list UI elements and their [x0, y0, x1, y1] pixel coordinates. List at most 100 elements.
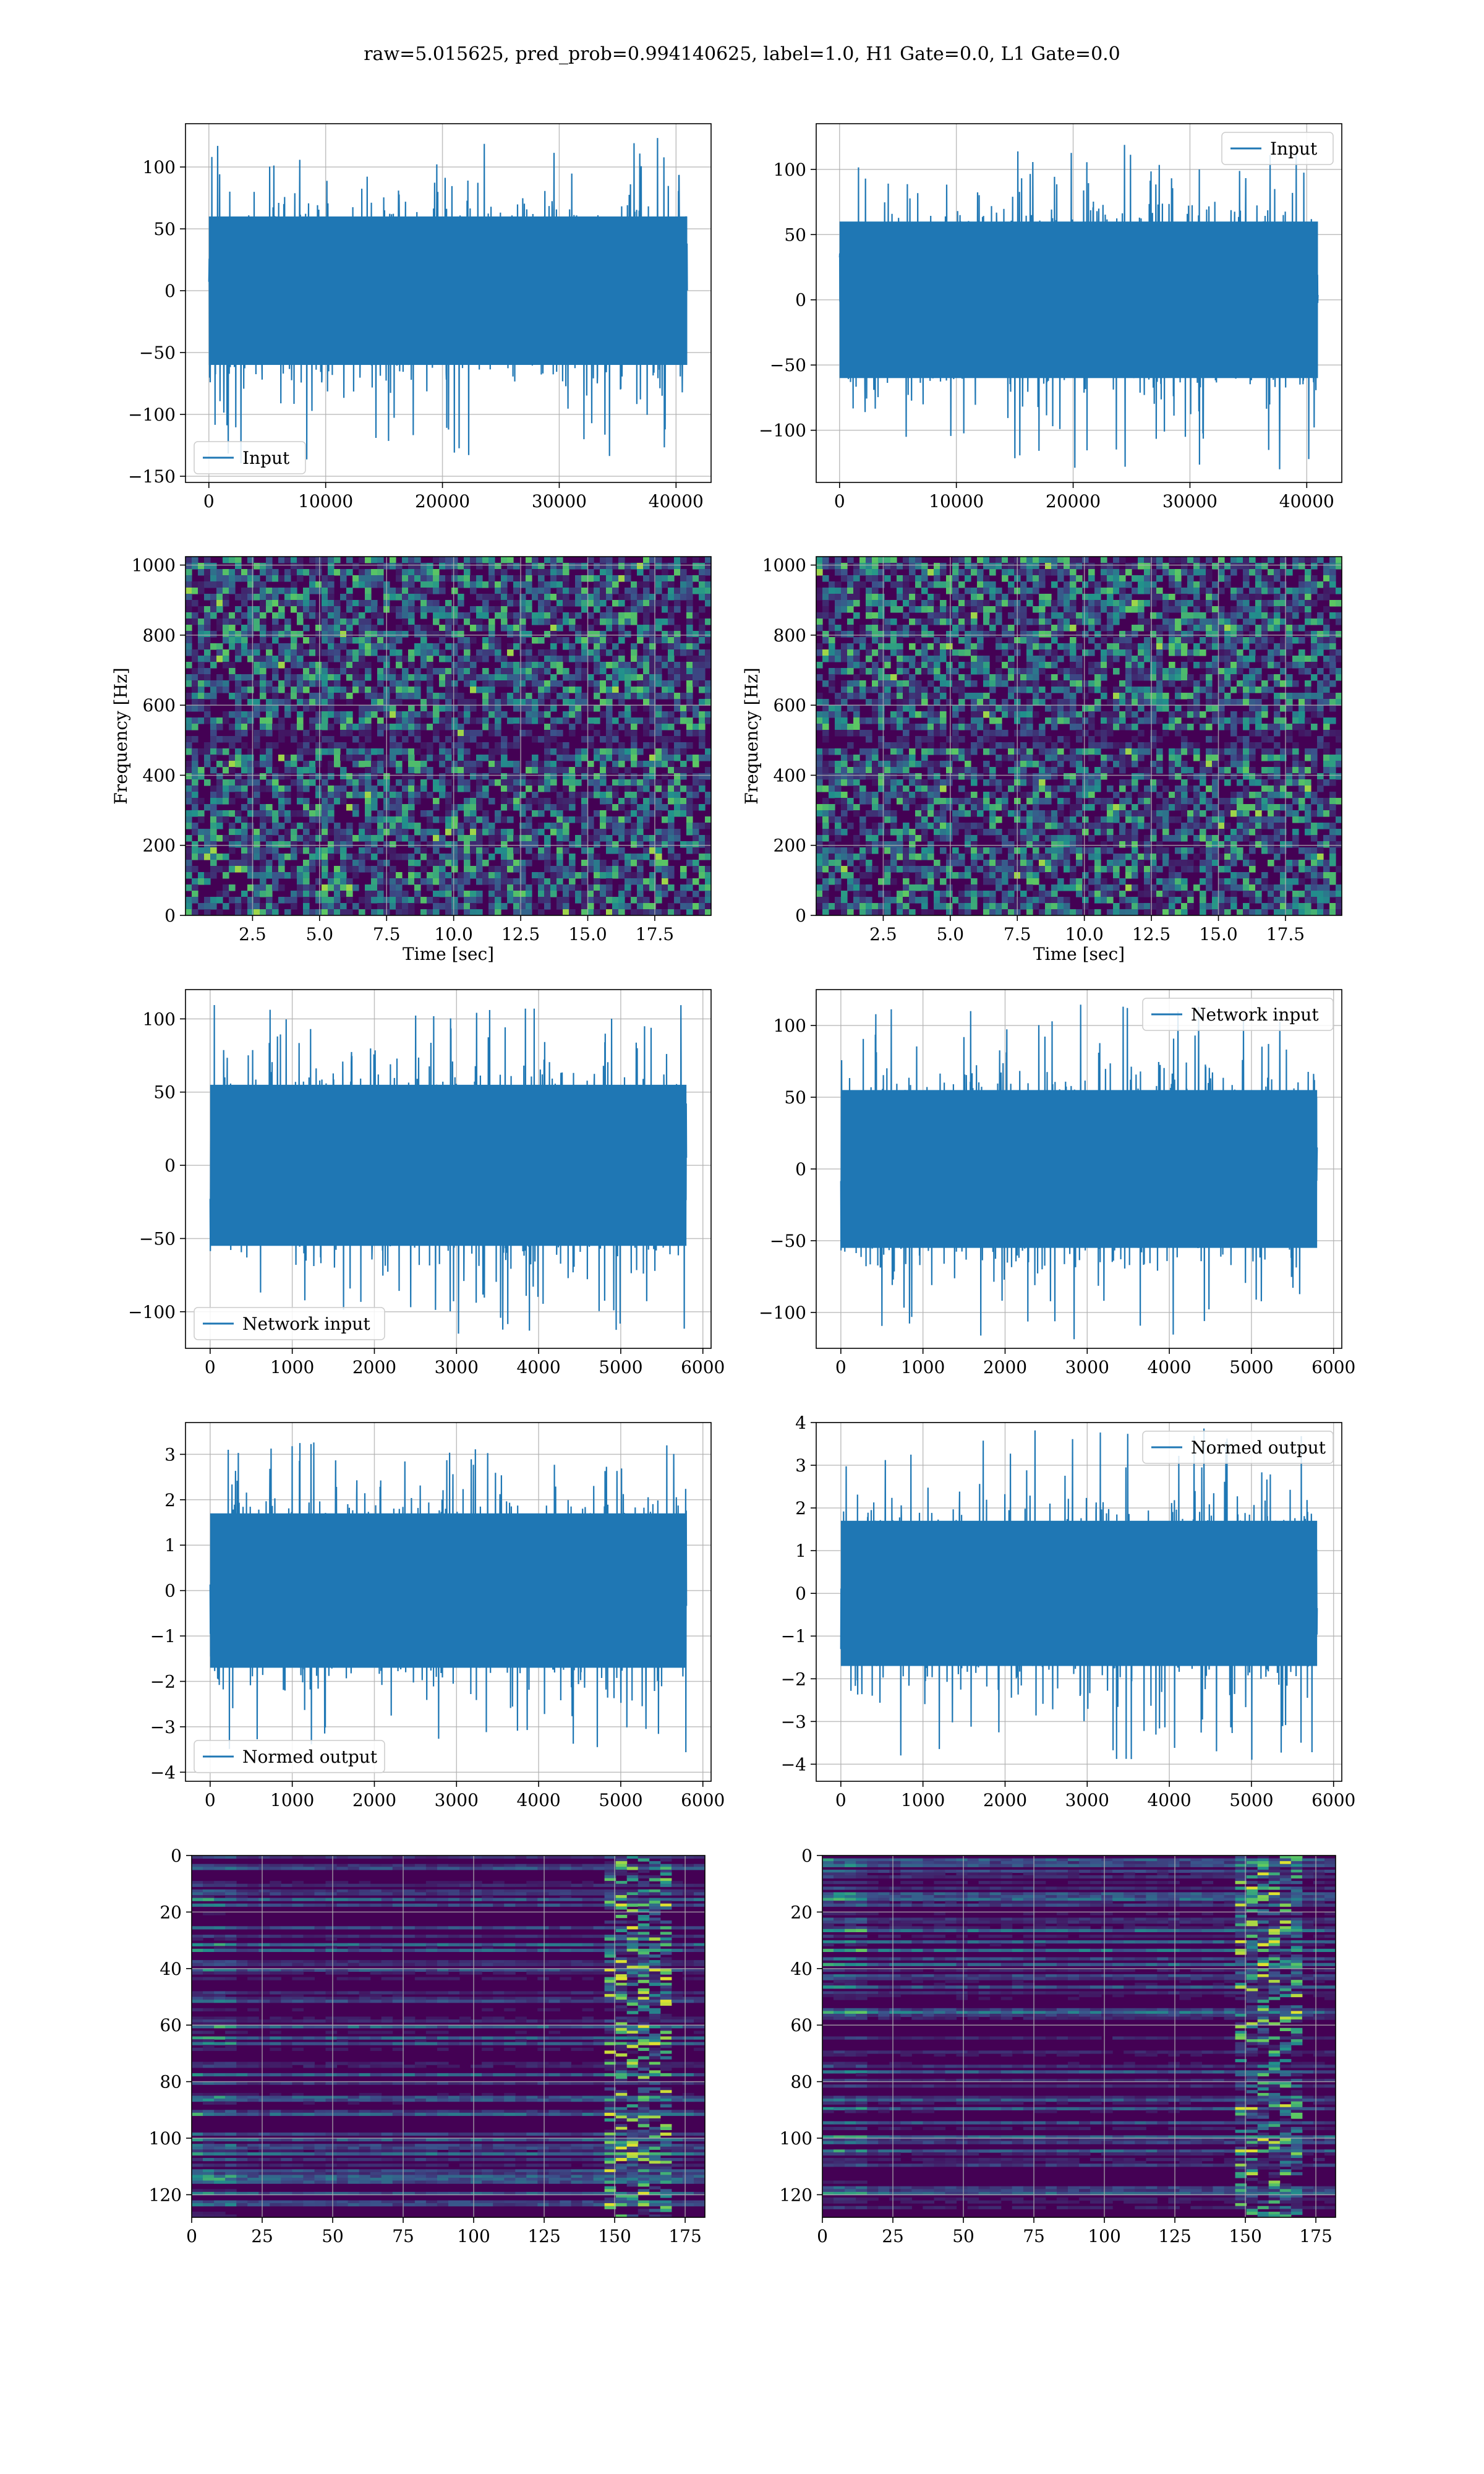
- heatmap-cell: [878, 693, 885, 700]
- heatmap-cell: [872, 575, 879, 582]
- heatmap-cell: [284, 841, 291, 848]
- heatmap-cell: [872, 594, 879, 601]
- x-tick-label: 15.0: [568, 924, 607, 944]
- heatmap-cell: [495, 724, 501, 730]
- heatmap-cell: [445, 699, 452, 706]
- heatmap-cell: [977, 557, 984, 563]
- heatmap-cell: [890, 631, 897, 638]
- heatmap-cell: [297, 569, 304, 576]
- heatmap-cell: [594, 618, 600, 625]
- heatmap-cell: [414, 606, 421, 613]
- heatmap-cell: [1292, 656, 1299, 662]
- heatmap-cell: [223, 785, 229, 792]
- heatmap-cell: [1088, 649, 1095, 656]
- heatmap-cell: [662, 575, 668, 582]
- heatmap-cell: [420, 724, 427, 730]
- heatmap-cell: [309, 804, 316, 811]
- heatmap-cell: [186, 575, 192, 582]
- heatmap-cell: [983, 557, 990, 563]
- heatmap-cell: [433, 730, 440, 737]
- heatmap-cell: [977, 594, 984, 601]
- heatmap-cell: [631, 798, 638, 805]
- heatmap-cell: [643, 618, 650, 625]
- heatmap-cell: [1033, 637, 1039, 644]
- heatmap-cell: [699, 841, 706, 848]
- heatmap-cell: [1156, 674, 1163, 681]
- heatmap-cell: [538, 581, 545, 588]
- heatmap-cell: [315, 618, 322, 625]
- heatmap-cell: [408, 748, 415, 755]
- heatmap-cell: [272, 674, 279, 681]
- heatmap-cell: [519, 823, 526, 829]
- heatmap-cell: [260, 612, 267, 619]
- heatmap-cell: [445, 767, 452, 774]
- heatmap-cell: [359, 835, 365, 842]
- heatmap-cell: [420, 612, 427, 619]
- heatmap-cell: [501, 903, 508, 910]
- heatmap-cell: [377, 909, 384, 915]
- heatmap-cell: [328, 903, 335, 910]
- heatmap-cell: [1261, 557, 1268, 563]
- heatmap-cell: [291, 693, 297, 700]
- heatmap-cell: [241, 711, 248, 718]
- heatmap-cell: [210, 903, 217, 910]
- heatmap-cell: [260, 606, 267, 613]
- heatmap-cell: [631, 823, 638, 829]
- heatmap-cell: [427, 687, 433, 693]
- heatmap-cell: [501, 736, 508, 743]
- heatmap-cell: [965, 588, 971, 594]
- heatmap-cell: [464, 823, 471, 829]
- heatmap-cell: [538, 668, 545, 675]
- heatmap-cell: [934, 693, 940, 700]
- heatmap-cell: [1026, 600, 1033, 607]
- heatmap-cell: [606, 594, 613, 601]
- heatmap-cell: [569, 767, 576, 774]
- heatmap-cell: [420, 767, 427, 774]
- heatmap-cell: [408, 854, 415, 860]
- heatmap-cell: [458, 699, 464, 706]
- heatmap-cell: [649, 662, 656, 669]
- heatmap-cell: [420, 785, 427, 792]
- heatmap-cell: [662, 637, 668, 644]
- heatmap-cell: [371, 792, 378, 798]
- heatmap-cell: [284, 792, 291, 798]
- heatmap-cell: [1162, 600, 1169, 607]
- heatmap-cell: [216, 575, 223, 582]
- heatmap-cell: [686, 600, 693, 607]
- heatmap-cell: [439, 742, 446, 749]
- heatmap-cell: [322, 557, 328, 563]
- heatmap-cell: [223, 779, 229, 786]
- heatmap-cell: [1094, 631, 1101, 638]
- heatmap-cell: [198, 662, 205, 669]
- heatmap-cell: [297, 594, 304, 601]
- heatmap-cell: [1026, 575, 1033, 582]
- heatmap-cell: [241, 724, 248, 730]
- heatmap-cell: [1070, 581, 1077, 588]
- heatmap-cell: [254, 841, 260, 848]
- heatmap-cell: [699, 717, 706, 724]
- heatmap-cell: [340, 847, 347, 854]
- heatmap-cell: [1002, 643, 1009, 650]
- heatmap-cell: [414, 674, 421, 681]
- heatmap-cell: [414, 594, 421, 601]
- heatmap-cell: [1057, 563, 1064, 570]
- heatmap-cell: [989, 674, 996, 681]
- heatmap-cell: [655, 785, 662, 792]
- heatmap-cell: [866, 643, 872, 650]
- heatmap-cell: [396, 594, 403, 601]
- heatmap-cell: [451, 557, 458, 563]
- heatmap-cell: [532, 767, 539, 774]
- heatmap-cell: [606, 804, 613, 811]
- heatmap-cell: [488, 829, 495, 836]
- heatmap-cell: [1088, 680, 1095, 687]
- heatmap-cell: [544, 606, 551, 613]
- heatmap-cell: [470, 841, 477, 848]
- heatmap-cell: [464, 557, 471, 563]
- heatmap-cell: [1138, 557, 1145, 563]
- heatmap-cell: [359, 612, 365, 619]
- heatmap-cell: [983, 581, 990, 588]
- heatmap-cell: [309, 810, 316, 817]
- heatmap-cell: [587, 816, 594, 823]
- heatmap-cell: [433, 903, 440, 910]
- heatmap-cell: [983, 711, 990, 718]
